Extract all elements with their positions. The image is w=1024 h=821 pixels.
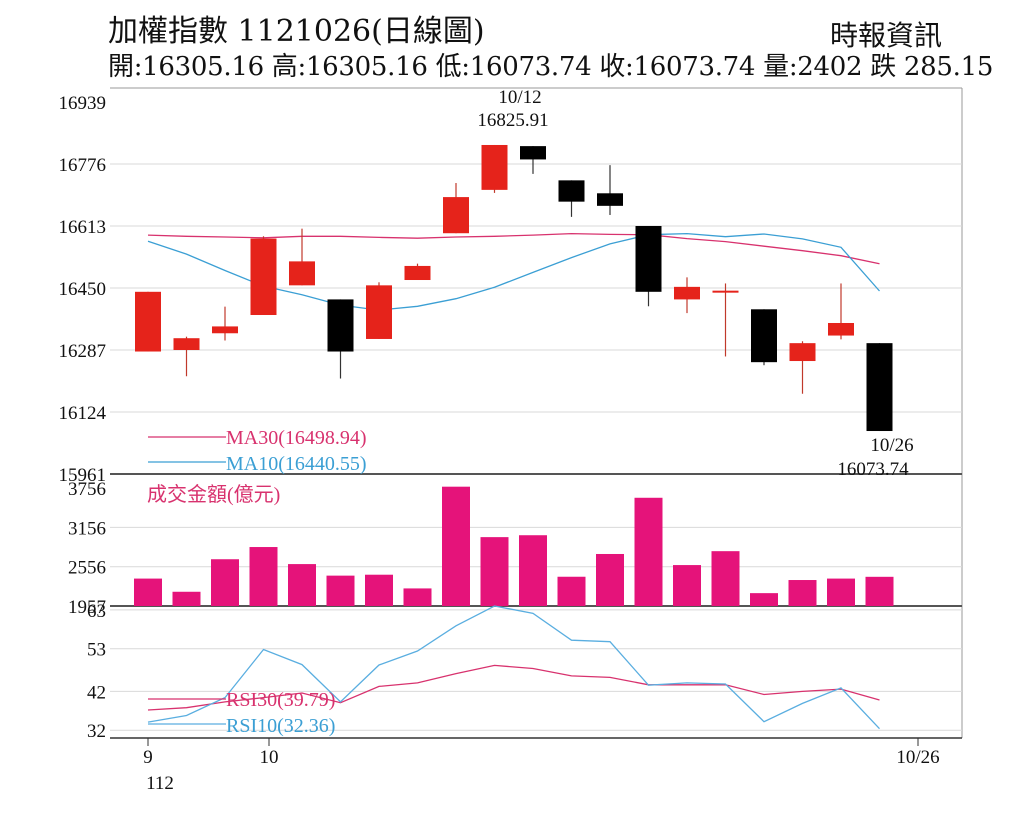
candle-up [674,286,700,300]
rsi-y-tick: 42 [87,682,106,703]
volume-bars [134,486,894,606]
volume-y-tick: 2556 [68,558,106,579]
high-annotation-date: 10/12 [498,87,541,108]
volume-y-tick: 1957 [68,597,106,618]
last-annotation-date: 10/26 [870,435,913,456]
rsi30-line [147,664,880,711]
price-y-tick: 16613 [59,217,107,238]
volume-bar [442,486,470,606]
volume-bar [211,559,239,606]
candle-down [866,343,893,432]
candle-up [828,322,854,336]
volume-bar [365,574,393,606]
ma30-legend-label: MA30(16498.94) [226,427,367,449]
price-y-tick: 15961 [59,465,107,486]
volume-bar [172,591,201,606]
volume-y-tick: 3156 [68,518,106,539]
ma10-legend-label: MA10(16440.55) [226,453,367,475]
volume-bar [480,537,509,606]
candle-down [558,180,585,202]
candle-up [289,261,315,286]
x-tick-label-9: 9 [143,747,153,768]
x-tick-label-10-26: 10/26 [896,747,939,768]
candle-down [597,193,623,206]
volume-bar [711,551,740,606]
candle-up [443,197,469,234]
volume-bar [326,575,355,606]
candle-down [327,299,354,352]
price-y-tick: 16450 [59,279,107,300]
last-annotation-value: 16073.74 [837,459,909,480]
candle-up [789,343,816,362]
candle-up [404,265,431,281]
rsi30-legend-label: RSI30(39.79) [226,689,335,711]
volume-bar [134,578,162,606]
volume-bar [827,578,855,606]
price-y-tick: 16939 [59,93,107,114]
rsi10-line [147,605,880,730]
volume-bar [788,580,817,606]
candle-down [751,309,777,363]
volume-bar [673,565,701,606]
volume-bar [519,535,547,606]
candle-down [520,146,546,160]
x-year-label: 112 [146,773,174,794]
volume-bar [865,576,894,606]
candle-down [635,226,662,292]
volume-bar [557,576,586,606]
candle-up [135,291,161,352]
price-y-tick: 16124 [59,403,107,424]
candle-up [212,326,238,334]
rsi-y-tick: 32 [87,721,106,742]
candle-up [712,290,739,293]
rsi-y-tick: 53 [87,640,106,661]
volume-panel-title: 成交金額(億元) [147,483,280,506]
volume-bar [634,497,663,606]
volume-bar [288,564,316,606]
rsi-y-tick: 63 [87,601,106,622]
candle-up [250,238,277,316]
rsi10-legend-label: RSI10(32.36) [226,715,335,737]
price-y-tick: 16287 [59,341,107,362]
x-tick-label-10: 10 [260,747,279,768]
volume-bar [403,588,432,606]
candlesticks [135,144,893,432]
ma30-line [147,232,880,265]
candle-up [481,144,508,190]
chart-title: 加權指數 1121026(日線圖) [108,14,485,49]
candle-up [173,338,200,350]
volume-bar [750,593,778,606]
price-y-tick: 16776 [59,155,107,176]
volume-bar [249,547,278,606]
ohlc-summary: 開:16305.16 高:16305.16 低:16073.74 收:16073… [108,52,994,82]
rsi-lines [147,605,880,730]
candle-up [366,285,392,339]
high-annotation-value: 16825.91 [477,110,548,131]
volume-bar [596,553,624,606]
data-source-label: 時報資訊 [830,19,943,52]
volume-y-tick: 3756 [68,479,106,500]
